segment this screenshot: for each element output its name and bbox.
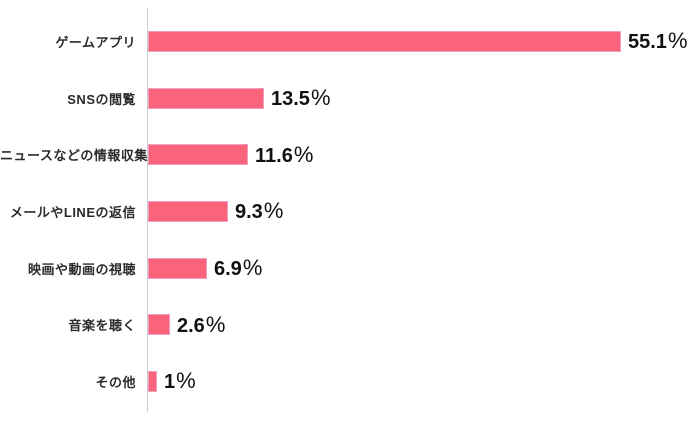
category-label: ゲームアプリ	[55, 34, 136, 50]
percent-sign: %	[176, 368, 196, 394]
percent-sign: %	[242, 255, 263, 281]
chart-row: その他 1 %	[0, 353, 687, 410]
bar	[148, 200, 228, 222]
bar	[148, 257, 207, 279]
value-label: 1 %	[164, 368, 196, 394]
percent-sign: %	[205, 311, 226, 337]
category-label: SNSの閲覧	[67, 91, 136, 107]
value-number: 55.1	[628, 31, 667, 54]
percent-sign: %	[667, 28, 687, 54]
bar	[148, 370, 157, 392]
category-label: 音楽を聴く	[68, 318, 136, 334]
y-axis-line	[147, 8, 148, 412]
value-number: 2.6	[177, 314, 205, 337]
value-label: 55.1 %	[628, 28, 687, 54]
chart-row: メールやLINEの返信 9.3 %	[0, 183, 687, 240]
category-label: その他	[95, 374, 136, 390]
category-label: 映画や動画の視聴	[27, 261, 136, 277]
bar	[148, 314, 170, 336]
percent-sign: %	[293, 141, 314, 167]
value-number: 13.5	[271, 88, 310, 111]
value-number: 9.3	[235, 201, 263, 224]
chart-row: ニュースなどの情報収集 11.6 %	[0, 126, 687, 183]
chart-row: 音楽を聴く 2.6 %	[0, 296, 687, 353]
percent-sign: %	[263, 198, 284, 224]
value-number: 1	[164, 371, 176, 394]
value-number: 6.9	[214, 258, 242, 281]
chart-row: SNSの閲覧 13.5 %	[0, 70, 687, 127]
value-label: 13.5 %	[271, 85, 331, 111]
percent-sign: %	[310, 85, 331, 111]
value-label: 2.6 %	[177, 312, 225, 338]
category-label: ニュースなどの情報収集	[0, 148, 148, 164]
bar	[148, 144, 248, 166]
value-label: 11.6 %	[255, 142, 313, 168]
value-number: 11.6	[255, 144, 293, 167]
chart-row: ゲームアプリ 55.1 %	[0, 13, 687, 70]
chart-rows: ゲームアプリ 55.1 % SNSの閲覧 13.5 % ニュースなどの情報収集 …	[0, 13, 687, 410]
value-label: 6.9 %	[214, 255, 262, 281]
value-label: 9.3 %	[235, 198, 283, 224]
bar	[148, 30, 621, 52]
chart-row: 映画や動画の視聴 6.9 %	[0, 240, 687, 297]
bar	[148, 87, 264, 109]
category-label: メールやLINEの返信	[9, 204, 136, 220]
